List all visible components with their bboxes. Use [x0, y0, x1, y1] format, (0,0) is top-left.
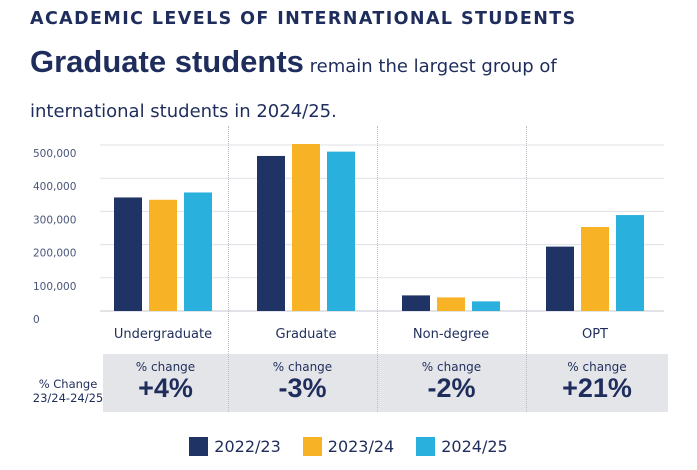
x-category-label: OPT — [582, 327, 608, 342]
x-axis: Undergraduate Graduate Non-degree OPT — [114, 327, 608, 342]
bar-opt-2022-23 — [546, 246, 574, 311]
bar-graduate-2023-24 — [292, 144, 320, 311]
headline: Graduate students remain the largest gro… — [30, 40, 670, 135]
legend: 2022/23 2023/24 2024/25 — [0, 437, 697, 456]
bar-undergraduate-2024-25 — [184, 192, 212, 311]
legend-item-2024-25: 2024/25 — [416, 437, 508, 456]
legend-label: 2024/25 — [441, 437, 508, 456]
change-cell-value: -2% — [427, 373, 476, 403]
bars — [114, 144, 644, 311]
x-category-label: Non-degree — [413, 327, 489, 342]
legend-label: 2022/23 — [214, 437, 281, 456]
legend-item-2023-24: 2023/24 — [302, 437, 395, 456]
headline-bold: Graduate students — [30, 44, 304, 79]
legend-swatch — [416, 437, 436, 456]
legend-label: 2023/24 — [327, 437, 395, 456]
bar-non-degree-2023-24 — [437, 297, 465, 311]
change-cell-graduate: % change -3% — [228, 354, 377, 412]
change-cell-non-degree: % change -2% — [377, 354, 526, 412]
bar-chart: 0 100,000 200,000 300,000 400,000 500,000 Und… — [33, 144, 664, 342]
change-cell-undergraduate: % change +4% — [103, 354, 228, 412]
change-row-label: % Change 23/24-24/25 — [18, 377, 118, 405]
legend-swatch — [189, 437, 209, 456]
y-tick-label: 500,000 — [33, 148, 76, 160]
y-tick-label: 0 — [33, 314, 40, 326]
legend-item-2022-23: 2022/23 — [189, 437, 281, 456]
bar-graduate-2024-25 — [327, 151, 355, 311]
bar-non-degree-2022-23 — [402, 295, 430, 311]
section-divider — [377, 126, 378, 412]
bar-opt-2023-24 — [581, 227, 609, 311]
change-band — [103, 354, 668, 412]
chart-kicker: ACADEMIC LEVELS OF INTERNATIONAL STUDENT… — [30, 9, 577, 29]
change-row-label-line2: 23/24-24/25 — [32, 391, 104, 405]
section-divider — [228, 126, 229, 412]
y-tick-label: 300,000 — [33, 214, 76, 226]
legend-swatch — [302, 437, 322, 456]
change-cell-label: % change — [421, 360, 482, 374]
change-row-label-line1: % Change — [38, 377, 98, 391]
change-cell-label: % change — [272, 360, 333, 374]
section-divider — [526, 126, 527, 412]
x-category-label: Graduate — [276, 327, 337, 342]
headline-rest: remain the largest group of internationa… — [30, 56, 557, 122]
bar-non-degree-2024-25 — [472, 301, 500, 311]
bar-opt-2024-25 — [616, 215, 644, 311]
y-tick-label: 100,000 — [33, 281, 76, 293]
change-cell-value: -3% — [278, 373, 327, 403]
change-cell-value: +4% — [138, 373, 193, 403]
bar-graduate-2022-23 — [257, 155, 285, 311]
y-tick-label: 200,000 — [33, 248, 76, 260]
x-category-label: Undergraduate — [114, 327, 212, 342]
bar-undergraduate-2023-24 — [149, 199, 177, 311]
change-cell-label: % change — [567, 360, 627, 374]
y-axis: 0 100,000 200,000 300,000 400,000 500,000 — [33, 148, 76, 326]
y-tick-label: 400,000 — [33, 181, 76, 193]
change-cell-opt: % change +21% — [526, 354, 668, 412]
change-cell-value: +21% — [562, 373, 632, 403]
bar-undergraduate-2022-23 — [114, 197, 142, 311]
change-cell-label: % change — [135, 360, 196, 374]
